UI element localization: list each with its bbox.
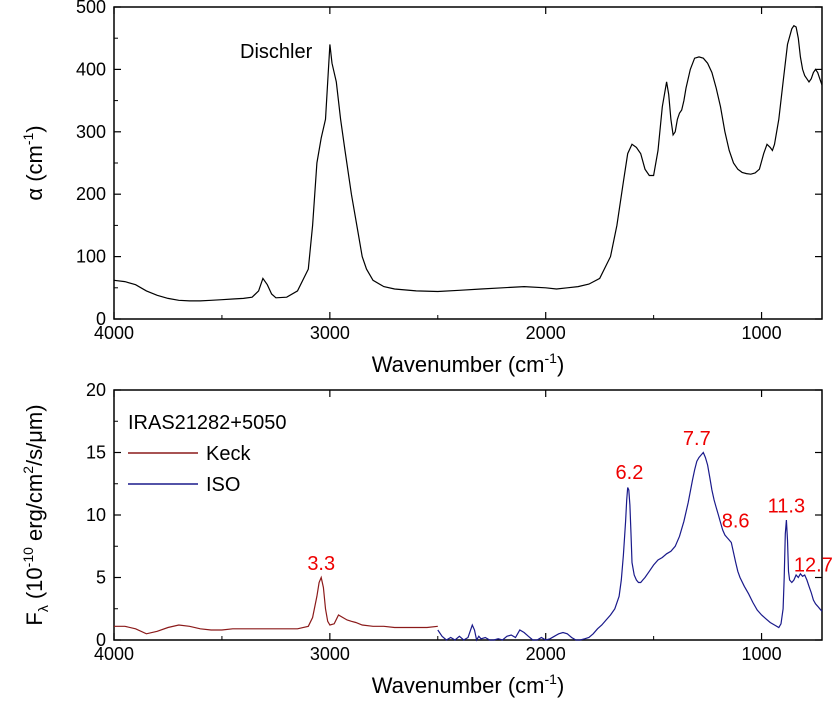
top-y-tick-label: 500 bbox=[76, 0, 106, 17]
top-x-tick-label: 1000 bbox=[742, 323, 782, 343]
bottom-y-axis-title: Fλ(10-10 erg/cm2/s/μm) bbox=[20, 404, 51, 625]
bottom-x-tick-label: 4000 bbox=[94, 644, 134, 664]
bottom-y-tick-label: 0 bbox=[96, 630, 106, 650]
peak-label: 8.6 bbox=[722, 511, 750, 533]
peak-label: 12.7 bbox=[794, 554, 833, 576]
bottom-y-tick-label: 10 bbox=[86, 505, 106, 525]
bottom-x-axis-title: Wavenumber (cm-1) bbox=[372, 671, 565, 698]
top-x-axis-title: Wavenumber (cm-1) bbox=[372, 350, 565, 377]
peak-label: 3.3 bbox=[307, 553, 335, 575]
top-y-tick-label: 100 bbox=[76, 247, 106, 267]
top-x-ticks: 4000 3000 2000 1000 bbox=[94, 7, 782, 343]
top-plot-frame bbox=[113, 6, 823, 320]
bottom-x-ticks: 4000 3000 2000 1000 bbox=[94, 390, 782, 664]
top-series-line bbox=[113, 24, 823, 302]
bottom-y-tick-label: 15 bbox=[86, 443, 106, 463]
top-x-tick-label: 3000 bbox=[310, 323, 350, 343]
top-y-tick-label: 0 bbox=[96, 309, 106, 329]
keck-series-line bbox=[114, 575, 438, 635]
bottom-x-tick-label: 1000 bbox=[742, 644, 782, 664]
bottom-y-tick-label: 20 bbox=[86, 380, 106, 400]
legend: IRAS21282+5050 Keck ISO bbox=[128, 412, 286, 496]
top-annotation: Dischler bbox=[240, 41, 313, 63]
bottom-x-tick-label: 3000 bbox=[310, 644, 350, 664]
top-y-axis-title: α (cm-1) bbox=[20, 125, 47, 200]
bottom-y-tick-label: 5 bbox=[96, 568, 106, 588]
legend-title: IRAS21282+5050 bbox=[128, 412, 286, 434]
top-x-tick-label: 4000 bbox=[94, 323, 134, 343]
peak-labels: 3.3 6.2 7.7 8.6 11.3 12.7 bbox=[307, 428, 833, 576]
bottom-x-tick-label: 2000 bbox=[526, 644, 566, 664]
bottom-y-ticks: 0 5 10 15 20 bbox=[86, 380, 822, 650]
top-y-ticks: 0 100 200 300 400 500 bbox=[76, 0, 822, 329]
top-panel: 0 100 200 300 400 500 4000 3000 2000 1000 Dischl… bbox=[20, 0, 823, 377]
legend-label-keck: Keck bbox=[206, 443, 251, 465]
top-y-tick-label: 400 bbox=[76, 59, 106, 79]
legend-label-iso: ISO bbox=[206, 474, 240, 496]
bottom-panel: 0 5 10 15 20 4000 3000 2000 1000 3.3 6.2 7.7 8.6 11… bbox=[20, 380, 833, 698]
peak-label: 7.7 bbox=[683, 428, 711, 450]
peak-label: 11.3 bbox=[768, 496, 805, 518]
top-y-tick-label: 200 bbox=[76, 184, 106, 204]
top-y-tick-label: 300 bbox=[76, 122, 106, 142]
peak-label: 6.2 bbox=[616, 462, 644, 484]
iso-series-line bbox=[437, 451, 823, 642]
top-x-tick-label: 2000 bbox=[526, 323, 566, 343]
